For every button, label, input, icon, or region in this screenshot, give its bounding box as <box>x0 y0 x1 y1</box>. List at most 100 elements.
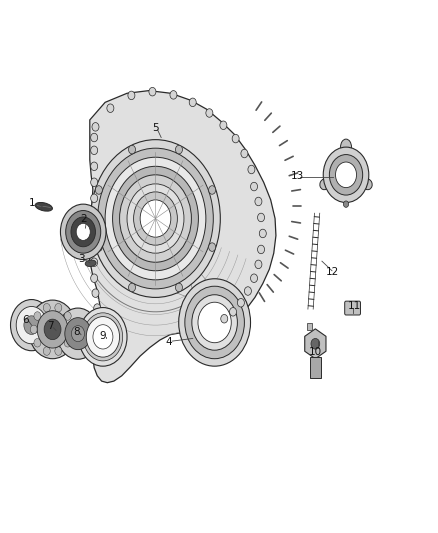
Circle shape <box>258 213 265 222</box>
Circle shape <box>92 123 99 131</box>
Polygon shape <box>305 329 326 359</box>
Circle shape <box>134 192 177 245</box>
Ellipse shape <box>341 139 352 155</box>
Circle shape <box>97 318 104 327</box>
Circle shape <box>16 306 47 344</box>
FancyBboxPatch shape <box>345 301 360 315</box>
Circle shape <box>251 274 258 282</box>
Circle shape <box>91 258 98 266</box>
Circle shape <box>91 146 98 155</box>
Circle shape <box>323 147 369 203</box>
Circle shape <box>259 229 266 238</box>
Circle shape <box>244 287 251 295</box>
Circle shape <box>43 347 50 356</box>
Circle shape <box>128 146 135 154</box>
Circle shape <box>83 313 123 361</box>
Circle shape <box>34 338 41 347</box>
Circle shape <box>179 279 251 366</box>
Circle shape <box>30 325 37 334</box>
Circle shape <box>237 298 244 307</box>
Circle shape <box>176 283 183 292</box>
Circle shape <box>94 304 101 312</box>
Circle shape <box>189 98 196 107</box>
Circle shape <box>91 226 98 235</box>
Circle shape <box>258 245 265 254</box>
Ellipse shape <box>320 179 329 190</box>
Text: 11: 11 <box>348 302 361 311</box>
Text: 4: 4 <box>165 337 172 347</box>
Circle shape <box>92 289 99 297</box>
Circle shape <box>255 197 262 206</box>
Circle shape <box>91 178 98 187</box>
Circle shape <box>128 283 135 292</box>
Circle shape <box>65 318 91 350</box>
Circle shape <box>192 295 237 350</box>
Text: 5: 5 <box>152 123 159 133</box>
Circle shape <box>113 166 198 271</box>
Ellipse shape <box>85 260 96 266</box>
Circle shape <box>91 274 98 282</box>
Circle shape <box>71 217 95 247</box>
Circle shape <box>86 317 120 357</box>
Circle shape <box>91 133 98 142</box>
Circle shape <box>127 184 184 253</box>
Circle shape <box>95 185 102 194</box>
Circle shape <box>311 338 320 349</box>
Ellipse shape <box>35 203 53 211</box>
Circle shape <box>91 242 98 251</box>
Circle shape <box>93 325 113 349</box>
Text: 2: 2 <box>80 214 87 223</box>
Circle shape <box>98 148 213 289</box>
Circle shape <box>76 223 90 240</box>
Circle shape <box>107 104 114 112</box>
Circle shape <box>71 326 85 342</box>
Polygon shape <box>88 91 276 383</box>
Circle shape <box>91 162 98 171</box>
Circle shape <box>120 175 191 262</box>
Circle shape <box>105 157 206 280</box>
Circle shape <box>95 243 102 252</box>
FancyBboxPatch shape <box>307 323 312 330</box>
Circle shape <box>220 121 227 130</box>
Circle shape <box>66 211 101 253</box>
Circle shape <box>185 286 244 359</box>
Text: 8: 8 <box>73 327 80 336</box>
Circle shape <box>176 146 183 154</box>
Circle shape <box>91 210 98 219</box>
Circle shape <box>91 194 98 203</box>
Circle shape <box>34 312 41 320</box>
Circle shape <box>140 200 171 237</box>
Circle shape <box>57 308 99 359</box>
Text: 1: 1 <box>28 198 35 207</box>
Circle shape <box>255 260 262 269</box>
Circle shape <box>79 308 127 366</box>
Circle shape <box>60 204 106 260</box>
Circle shape <box>206 109 213 117</box>
Text: 7: 7 <box>47 321 54 331</box>
Circle shape <box>343 201 349 207</box>
Ellipse shape <box>363 179 372 190</box>
Circle shape <box>149 87 156 96</box>
Text: 13: 13 <box>291 171 304 181</box>
Circle shape <box>55 347 62 356</box>
Text: 10: 10 <box>309 347 322 357</box>
Circle shape <box>198 302 231 343</box>
Circle shape <box>248 165 255 174</box>
Circle shape <box>64 312 71 320</box>
Circle shape <box>221 314 228 323</box>
FancyBboxPatch shape <box>310 357 321 378</box>
Circle shape <box>251 182 258 191</box>
Circle shape <box>230 308 237 316</box>
Circle shape <box>24 316 39 335</box>
Text: 12: 12 <box>326 267 339 277</box>
Circle shape <box>232 134 239 143</box>
Circle shape <box>336 162 357 188</box>
Circle shape <box>43 303 50 312</box>
Circle shape <box>55 303 62 312</box>
Circle shape <box>208 185 215 194</box>
Text: 9: 9 <box>99 331 106 341</box>
Circle shape <box>208 243 215 252</box>
Circle shape <box>68 325 75 334</box>
Circle shape <box>28 300 77 359</box>
Circle shape <box>44 319 61 340</box>
